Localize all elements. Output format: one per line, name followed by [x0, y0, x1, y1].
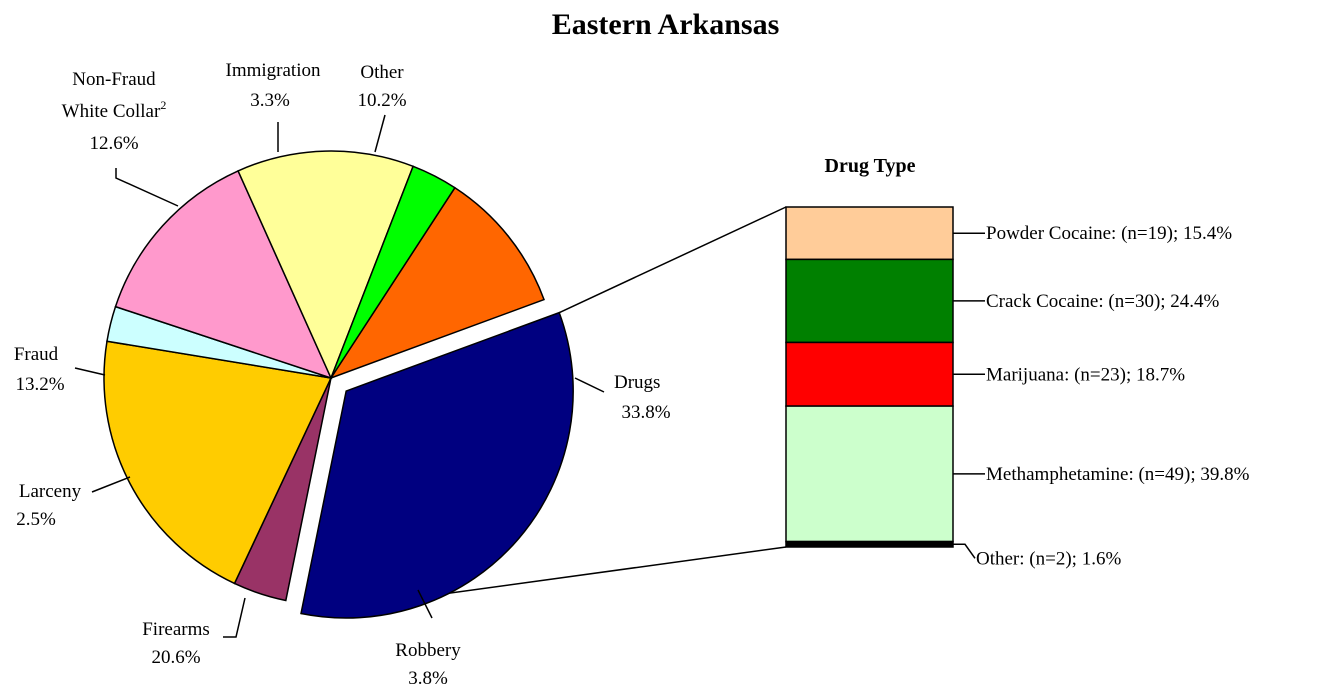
bar-segment-other: [785, 540, 954, 548]
drug-type-labels: Powder Cocaine: (n=19); 15.4% Crack Cocai…: [953, 223, 1250, 569]
pie-slice-fraud: [114, 169, 333, 380]
drug-type-stacked-bar: [785, 206, 954, 548]
bar-segment-powder-cocaine: [785, 206, 954, 261]
slice-label-firearms: Firearms: [142, 619, 210, 640]
pie-chart: [103, 150, 574, 619]
slice-label-immigration: Immigration: [226, 60, 321, 81]
pie-slice-drugs: [300, 311, 574, 619]
slice-percent-non-fraud-white-collar: 12.6%: [89, 133, 138, 154]
leader-line-fraud: [74, 367, 106, 376]
bar-label-powder-cocaine: Powder Cocaine: (n=19); 15.4%: [986, 223, 1232, 244]
leader-line-drugs: [574, 377, 605, 393]
bar-segment-crack-cocaine: [785, 258, 954, 344]
slice-percent-fraud: 13.2%: [15, 374, 64, 395]
bar-label-other: Other: (n=2); 1.6%: [976, 548, 1121, 569]
slice-label-fraud: Fraud: [14, 344, 59, 365]
leader-line-non-fraud-white-collar: [115, 168, 179, 207]
slice-percent-larceny: 2.5%: [16, 509, 56, 530]
slice-label-robbery: Robbery: [395, 640, 461, 661]
slice-label-larceny: Larceny: [19, 481, 82, 502]
drug-type-title: Drug Type: [825, 155, 916, 177]
bar-segment-marijuana: [785, 341, 954, 407]
leader-line-other: [374, 114, 386, 153]
bar-leader-other: [953, 543, 976, 559]
pie-slice-non-fraud-white-collar: [237, 150, 415, 380]
connector-top: [558, 206, 787, 314]
bar-label-marijuana: Marijuana: (n=23); 18.7%: [986, 364, 1185, 385]
slice-label-other: Other: [360, 62, 404, 83]
slice-label-non-fraud-white-collar: White Collar2: [62, 98, 167, 122]
slice-percent-drugs: 33.8%: [621, 402, 670, 423]
pie-labels: Drugs 33.8% Robbery 3.8% Firearms 20.6% Larcen…: [14, 60, 671, 688]
pie-slice-other: [329, 186, 546, 380]
pie-slice-firearms: [103, 340, 333, 585]
chart-title: Eastern Arkansas: [551, 8, 780, 41]
leader-line-larceny: [91, 476, 131, 493]
leader-line-robbery: [417, 589, 433, 619]
bar-label-methamphetamine: Methamphetamine: (n=49); 39.8%: [986, 464, 1250, 485]
slice-label-drugs: Drugs: [614, 372, 660, 393]
slice-label-non-fraud-white-collar: Non-Fraud: [72, 69, 156, 90]
bar-segment-methamphetamine: [785, 405, 954, 543]
slice-percent-firearms: 20.6%: [151, 647, 200, 668]
slice-percent-other: 10.2%: [357, 90, 406, 111]
slice-percent-immigration: 3.3%: [250, 90, 290, 111]
bar-label-crack-cocaine: Crack Cocaine: (n=30); 24.4%: [986, 291, 1220, 312]
slice-percent-robbery: 3.8%: [408, 668, 448, 688]
leader-line-firearms: [223, 597, 246, 638]
